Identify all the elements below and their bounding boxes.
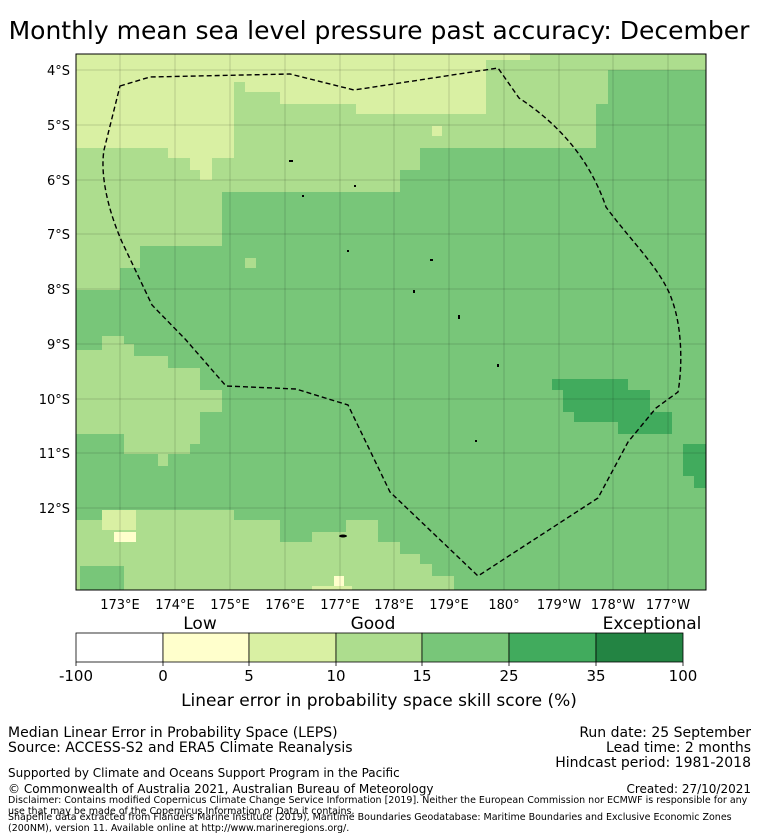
island	[430, 259, 433, 261]
lat-label: 5°S	[47, 119, 70, 134]
field-region-dark-far-east	[683, 444, 706, 488]
field-region-light-west	[76, 336, 222, 466]
hindcast-text: Hindcast period: 1981-2018	[555, 755, 751, 771]
lat-label: 4°S	[47, 64, 70, 79]
lat-label: 9°S	[47, 338, 70, 353]
colorbar-tick-label: 10	[326, 667, 345, 685]
island	[347, 250, 349, 252]
field-cell-lightest	[114, 532, 136, 542]
chart-title: Monthly mean sea level pressure past acc…	[8, 16, 750, 45]
legend-category-good: Good	[351, 614, 396, 634]
shapefile-text: Shapefile data extracted from Flanders M…	[8, 812, 732, 834]
lon-label: 174°E	[155, 598, 195, 613]
field-cell-sw	[80, 566, 124, 590]
colorbar-segment	[75, 632, 164, 663]
method-text: Median Linear Error in Probability Space…	[8, 725, 338, 741]
colorbar-segment	[508, 632, 597, 663]
field-region-east-mid	[683, 54, 706, 70]
lon-label: 173°E	[100, 598, 140, 613]
islands	[289, 160, 499, 538]
lat-label: 11°S	[39, 447, 70, 462]
island	[289, 160, 293, 162]
colorbar-tick-label: 5	[244, 667, 254, 685]
lat-label: 10°S	[39, 393, 70, 408]
island	[475, 440, 477, 442]
colorbar-tick-label: 15	[412, 667, 431, 685]
island	[458, 315, 460, 319]
gridlines	[76, 54, 706, 590]
colorbar-tick-label: 25	[499, 667, 518, 685]
colorbar	[75, 632, 684, 663]
skill-field	[76, 54, 706, 590]
field-cell-mid	[245, 258, 256, 268]
legend-category-low: Low	[183, 614, 217, 634]
colorbar-tick-label: 35	[586, 667, 605, 685]
lat-label: 12°S	[39, 502, 70, 517]
lon-label: 180°	[488, 598, 519, 613]
lon-label: 178°E	[374, 598, 414, 613]
field-cell-light	[432, 126, 442, 136]
lon-label: 175°E	[210, 598, 250, 613]
map-frame	[75, 53, 707, 591]
island	[354, 185, 356, 187]
field-region-lightest-ne	[486, 54, 530, 60]
colorbar-ticks	[75, 662, 684, 666]
colorbar-axis-label: Linear error in probability space skill …	[181, 691, 577, 711]
colorbar-segment	[421, 632, 510, 663]
field-region-dark-east	[552, 379, 672, 434]
copyright-text: © Commonwealth of Australia 2021, Austra…	[8, 782, 434, 796]
lon-label: 179°W	[537, 598, 581, 613]
colorbar-segment	[162, 632, 250, 663]
legend-category-exceptional: Exceptional	[603, 614, 702, 634]
lon-label: 176°E	[265, 598, 305, 613]
lead-time-text: Lead time: 2 months	[606, 740, 751, 756]
lon-label: 178°W	[591, 598, 635, 613]
lon-label: 177°W	[646, 598, 690, 613]
eez-boundary	[102, 67, 682, 577]
field-region-light-south	[76, 510, 454, 590]
island	[497, 364, 499, 367]
support-text: Supported by Climate and Oceans Support …	[8, 766, 400, 780]
colorbar-segment	[595, 632, 684, 663]
run-date-text: Run date: 25 September	[579, 725, 751, 741]
colorbar-segment	[248, 632, 337, 663]
lat-label: 6°S	[47, 174, 70, 189]
island	[302, 195, 304, 197]
field-region-lightest-south	[102, 510, 136, 530]
colorbar-tick-label: 100	[669, 667, 698, 685]
colorbar-tick-label: -100	[59, 667, 93, 685]
colorbar-segment	[335, 632, 423, 663]
field-cell-lightest-south	[334, 576, 344, 586]
island	[413, 290, 415, 293]
lon-label: 177°E	[320, 598, 360, 613]
lat-label: 8°S	[47, 283, 70, 298]
created-text: Created: 27/10/2021	[626, 782, 751, 796]
disclaimer-text: Disclaimer: Contains modified Copernicus…	[8, 795, 748, 817]
lat-label: 7°S	[47, 228, 70, 243]
field-cell-light-south	[312, 586, 352, 590]
source-text: Source: ACCESS-S2 and ERA5 Climate Reana…	[8, 740, 353, 756]
lon-label: 179°E	[429, 598, 469, 613]
colorbar-tick-label: 0	[158, 667, 168, 685]
island	[339, 534, 347, 538]
